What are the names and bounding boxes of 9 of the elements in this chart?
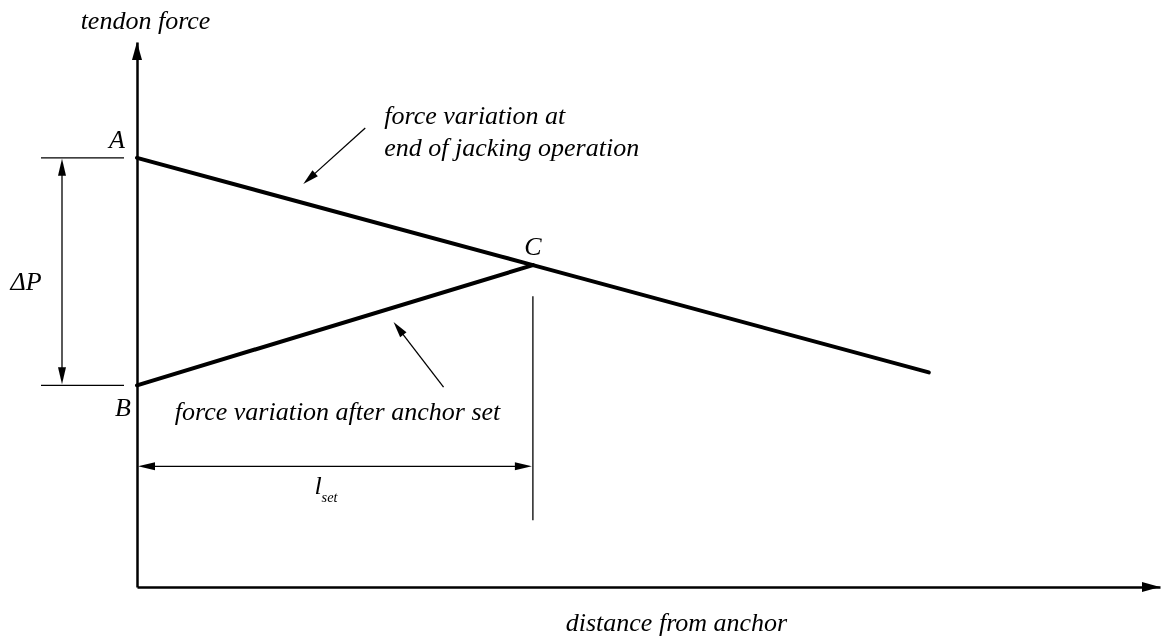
text: B (115, 393, 132, 423)
annotation: force variation after anchor set (174, 397, 502, 427)
text: A (107, 124, 126, 154)
annotation: l$_{set}$ (314, 471, 339, 506)
text: ΔP (9, 266, 42, 296)
annotation: force variation at end of jacking operation (384, 100, 640, 162)
y-axis-title: tendon force (80, 5, 211, 35)
x-axis-title: distance from anchor (565, 607, 789, 637)
annotation: C (524, 232, 543, 262)
